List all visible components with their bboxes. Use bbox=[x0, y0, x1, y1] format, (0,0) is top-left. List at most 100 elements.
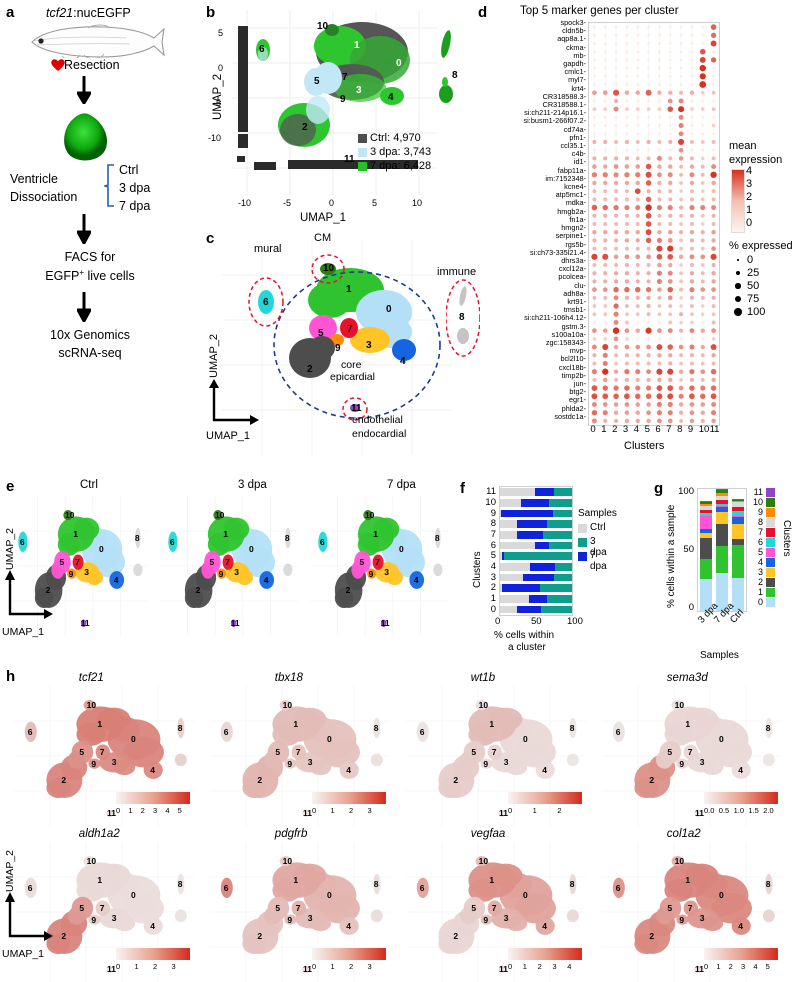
cluster-xtick: 7 bbox=[666, 424, 672, 435]
cluster-xtick: 3 bbox=[622, 424, 629, 435]
panel-e-subplot-ctrl[interactable]: 0 1 2 3 4 5 6 7 9 10 11 8 bbox=[10, 496, 148, 636]
panel-h-featureplot-tbx18[interactable]: 0 1 2 3 4 5 6 7 9 10 11 8 tbx18 0 1 2 3 bbox=[210, 672, 390, 826]
panel-e-subplot-7dpa[interactable]: 0 1 2 3 4 5 6 7 9 10 11 8 bbox=[310, 496, 448, 636]
panel-g-ytick: 0 bbox=[688, 602, 694, 613]
bar-segment bbox=[731, 524, 745, 539]
gene-label: cmlc1- bbox=[564, 67, 587, 77]
panel-b-ytick-m10: -10 bbox=[208, 133, 222, 143]
bar-segment bbox=[523, 573, 554, 582]
panel-h-vegfaa-cluster-4: 4 bbox=[542, 921, 547, 931]
colorbar-tick: 2.0 bbox=[763, 806, 774, 815]
panel-h-sema3d-cluster-10: 10 bbox=[674, 700, 685, 711]
gene-label: pcolcea- bbox=[558, 272, 586, 282]
gene-label: pfn1- bbox=[569, 132, 586, 142]
panel-h-vegfaa-cluster-6: 6 bbox=[419, 882, 425, 893]
bar-segment bbox=[546, 520, 572, 529]
panel-c-axes-icon bbox=[209, 379, 259, 425]
panel-h-tbx18-cluster-3: 3 bbox=[307, 757, 313, 768]
colorbar-tick: 2 bbox=[153, 962, 158, 971]
panel-h-vegfaa-cluster-1: 1 bbox=[489, 875, 495, 886]
panel-c-plot[interactable]: 1 0 2 3 4 5 6 7 9 10 11 core epicardial bbox=[222, 240, 452, 455]
panel-d-color-legend-title2: expression bbox=[729, 154, 783, 166]
resection-label: Resection bbox=[64, 58, 120, 72]
colorbar-tick: 0 bbox=[746, 217, 753, 229]
bar-segment bbox=[715, 492, 729, 497]
size-label: 25 bbox=[747, 267, 760, 279]
panel-e-ctrl-cluster-8: 8 bbox=[134, 533, 140, 543]
panel-h-featureplot-aldh1a2[interactable]: 0 1 2 3 4 5 6 7 9 10 11 8 aldh1a2 0 1 2 3 bbox=[14, 828, 194, 982]
bar-segment bbox=[699, 529, 713, 533]
panel-h-wt1b-cluster-6: 6 bbox=[419, 726, 425, 737]
feature-colorbar-ticks: 0 1 2 3 bbox=[312, 806, 390, 818]
panel-g-barchart[interactable] bbox=[697, 488, 747, 612]
panel-e-plots[interactable]: 0 1 2 3 4 5 6 7 9 10 11 8 0 1 2 3 4 5 6 7 9 10 11 8 0 1 2 3 4 5 6 7 9 10 1… bbox=[10, 496, 455, 646]
gene-label: egr1- bbox=[568, 395, 586, 405]
panel-c-cluster-11: 11 bbox=[351, 403, 362, 414]
panel-h-tbx18-cluster-9: 9 bbox=[287, 758, 293, 769]
panel-c-cluster8-ellipse bbox=[446, 279, 480, 357]
panel-e-7dpa-cluster-4: 4 bbox=[413, 575, 419, 585]
panel-h-aldh1a2-cluster-7: 7 bbox=[99, 903, 105, 914]
arrow-down-icon-3 bbox=[77, 292, 91, 322]
colorbar-tick: 1 bbox=[330, 962, 335, 971]
bar-segment bbox=[715, 546, 729, 574]
panel-b-xtick-10: 10 bbox=[412, 198, 423, 208]
panel-d-dotplot[interactable] bbox=[588, 22, 720, 426]
panel-h-aldh1a2-cluster-6: 6 bbox=[27, 882, 33, 893]
panel-b-cluster-0: 0 bbox=[396, 58, 402, 69]
panel-h-tbx18-cluster-11: 11 bbox=[303, 808, 312, 819]
panel-b-xtick-m5: -5 bbox=[283, 198, 292, 208]
panel-h-featureplot-pdgfrb[interactable]: 0 1 2 3 4 5 6 7 9 10 11 8 pdgfrb 0 1 2 3 bbox=[210, 828, 390, 982]
legend-label: 11 bbox=[753, 487, 763, 497]
gene-label: rgs5b- bbox=[565, 239, 586, 249]
panel-h-col1a2-cluster-11: 11 bbox=[695, 964, 704, 975]
bar-segment bbox=[500, 605, 518, 614]
panel-b-plot[interactable]: 1 0 2 3 4 5 6 7 9 10 11 bbox=[232, 10, 437, 195]
panel-g-xlabel: Samples bbox=[700, 650, 739, 661]
panel-h-tcf21-cluster-4: 4 bbox=[150, 765, 155, 775]
panel-f-ytick: 9 bbox=[490, 507, 496, 519]
panel-h-featureplot-vegfaa[interactable]: 0 1 2 3 4 5 6 7 9 10 11 8 vegfaa 0 1 2 3 4 bbox=[406, 828, 586, 982]
feature-colorbar bbox=[508, 792, 582, 804]
panel-b-cluster-2: 2 bbox=[302, 122, 308, 133]
panel-e-ctrl-cluster-10: 10 bbox=[64, 510, 75, 521]
bar-segment bbox=[731, 539, 745, 546]
panel-f-ytick: 11 bbox=[486, 486, 496, 498]
legend-label: 5 bbox=[757, 547, 763, 557]
panel-h-tcf21-cluster-7: 7 bbox=[99, 747, 105, 758]
colorbar-tick: 3 bbox=[746, 178, 753, 190]
feature-gene-title: wt1b bbox=[470, 672, 496, 684]
panel-h-featureplot-col1a2[interactable]: 0 1 2 3 4 5 6 7 9 10 11 8 col1a2 0 1 2 3 4 5 bbox=[602, 828, 782, 982]
panel-h-sema3d-cluster-11: 11 bbox=[695, 808, 704, 819]
panel-e-letter: e bbox=[6, 478, 15, 495]
panel-b-ylabel: UMAP_2 bbox=[212, 73, 224, 120]
bar-segment bbox=[699, 502, 713, 504]
panel-e-ctrl-cluster-5: 5 bbox=[59, 557, 65, 568]
gene-label: aqp8a.1- bbox=[557, 34, 586, 44]
panel-h-plots[interactable]: 0 1 2 3 4 5 6 7 9 10 11 8 tcf21 0 1 2 3 4 5 0 1 2 3 4 5 6 7 9 10 11 8 t… bbox=[14, 672, 797, 982]
panel-f-ytick: 3 bbox=[490, 571, 496, 583]
panel-h-tcf21-cluster-0: 0 bbox=[131, 734, 136, 745]
gene-label: mvp- bbox=[569, 346, 586, 356]
panel-h-featureplot-wt1b[interactable]: 0 1 2 3 4 5 6 7 9 10 11 8 wt1b 0 1 2 bbox=[406, 672, 586, 826]
gene-label: spock3- bbox=[560, 18, 586, 27]
colorbar-tick: 2 bbox=[728, 962, 733, 971]
panel-h-pdgfrb-cluster-6: 6 bbox=[223, 882, 229, 893]
panel-h-axes-icon bbox=[5, 892, 53, 941]
panel-h-wt1b-cluster-10: 10 bbox=[478, 700, 489, 711]
panel-f-barchart[interactable] bbox=[499, 486, 573, 616]
bracket-icon bbox=[104, 164, 114, 207]
panel-h-tcf21-cluster-10: 10 bbox=[86, 700, 97, 711]
panel-h-featureplot-tcf21[interactable]: 0 1 2 3 4 5 6 7 9 10 11 8 tcf21 0 1 2 3 4 5 bbox=[14, 672, 194, 826]
panel-e-3dpa-cluster-2: 2 bbox=[195, 585, 201, 596]
panel-h-aldh1a2-cluster-5: 5 bbox=[79, 903, 85, 914]
bar-segment bbox=[504, 552, 572, 561]
feature-colorbar bbox=[312, 948, 386, 960]
panel-e-subplot-3dpa[interactable]: 0 1 2 3 4 5 6 7 9 10 11 8 bbox=[160, 496, 298, 636]
legend-label-3dpa: 3 dpa: 3,743 bbox=[370, 146, 432, 158]
panel-h-featureplot-sema3d[interactable]: 0 1 2 3 4 5 6 7 9 10 11 8 sema3d 0.0 0.5 1.0 1.5 2.0 bbox=[602, 672, 782, 826]
sequencing-label-line1: 10x Genomics bbox=[50, 328, 130, 342]
bar-segment bbox=[699, 579, 713, 611]
panel-h-wt1b-cluster-0: 0 bbox=[523, 734, 528, 745]
panel-h-tcf21-cluster-1: 1 bbox=[97, 719, 103, 730]
